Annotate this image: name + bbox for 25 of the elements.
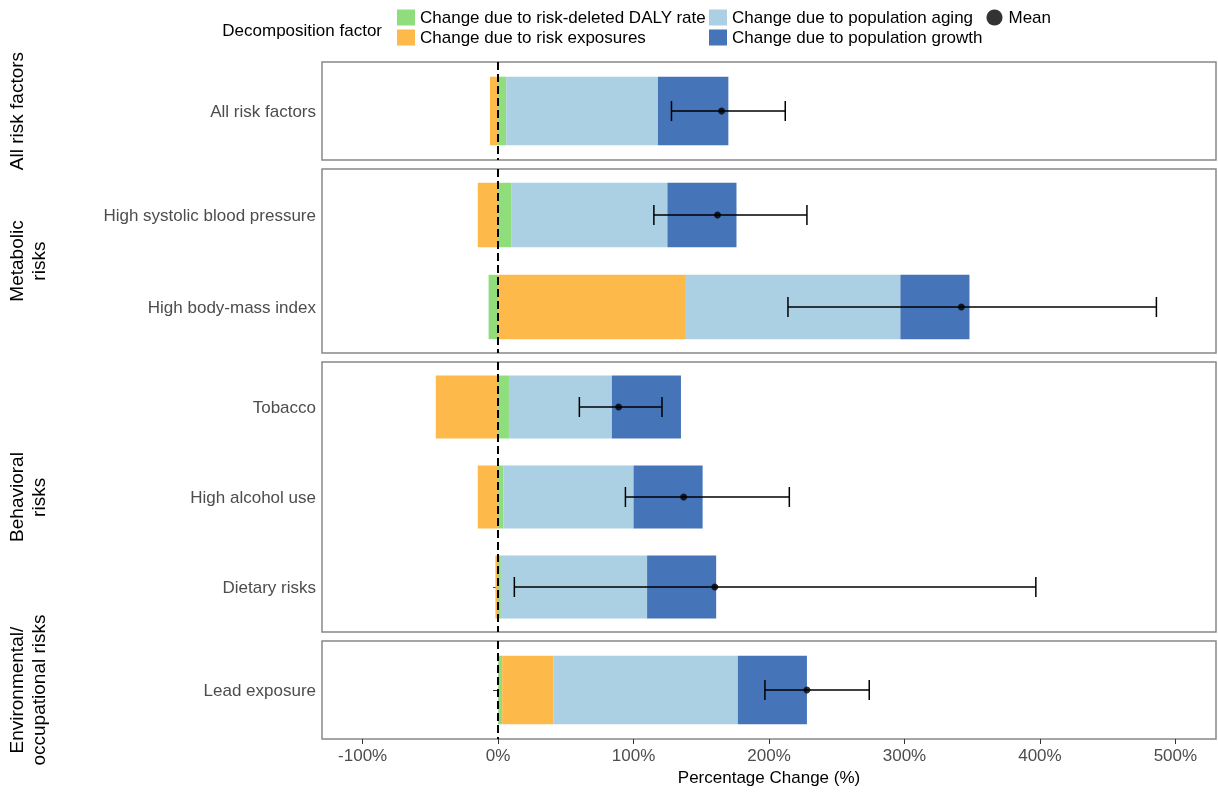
y-axis-title: Metabolic risks xyxy=(6,220,50,302)
x-tick-label: 400% xyxy=(1018,746,1062,765)
x-axis-title: Percentage Change (%) xyxy=(677,768,861,787)
legend-label: Change due to population aging xyxy=(732,8,974,27)
y-tick-label: High body-mass index xyxy=(147,297,317,317)
x-tick-label: 200% xyxy=(747,746,791,765)
x-tick-label: 300% xyxy=(882,746,927,765)
y-axis-title: Environmental/ occupational risks xyxy=(6,614,50,766)
legend-title: Decomposition factor xyxy=(222,21,383,40)
legend-label: Mean xyxy=(1008,8,1052,27)
y-tick-label: Lead exposure xyxy=(203,680,316,700)
y-tick-label: High alcohol use xyxy=(190,487,316,507)
y-tick-label: All risk factors xyxy=(210,101,316,121)
y-tick-label: Dietary risks xyxy=(222,577,316,597)
x-tick-label: -100% xyxy=(338,746,388,765)
y-axis-title: Behavioral risks xyxy=(6,452,50,542)
x-tick-label: 0% xyxy=(485,746,511,765)
y-tick-label: High systolic blood pressure xyxy=(103,205,316,225)
legend-label: Change due to population growth xyxy=(732,28,983,47)
y-axis-title: All risk factors xyxy=(6,51,28,171)
y-tick-label: Tobacco xyxy=(252,397,316,417)
x-tick-label: 100% xyxy=(611,746,656,765)
x-tick-label: 500% xyxy=(1153,746,1198,765)
legend-label: Change due to risk-deleted DALY rate xyxy=(420,8,706,27)
legend-label: Change due to risk exposures xyxy=(420,28,646,47)
